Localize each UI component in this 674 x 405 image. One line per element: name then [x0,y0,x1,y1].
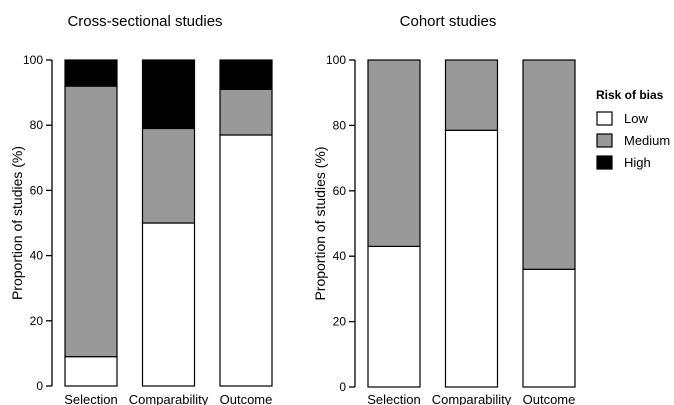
cross-sectional-panel: Cross-sectional studies Proportion of stu… [9,13,273,405]
bar-segment-medium [522,59,576,270]
legend-label: Low [624,111,648,126]
legend-label: Medium [624,133,670,148]
bar-segment-medium [367,59,421,247]
bar-segment-low [522,268,576,388]
bar-segment-low [141,222,196,387]
legend-swatch-medium [596,133,613,148]
x-category-label: Selection [367,392,420,405]
bar-segment-low [444,129,499,388]
bar-segment-high [219,59,273,90]
bar-segment-medium [141,127,196,224]
x-category-label: Comparability [129,392,209,405]
y-tick-label: 100 [326,53,346,67]
bar-segment-low [367,245,421,388]
x-category-label: Outcome [523,392,576,405]
legend-label: High [624,155,651,170]
y-tick-label: 40 [30,249,44,263]
y-tick-label: 0 [36,379,43,393]
y-tick-label: 80 [333,118,347,132]
chart-title: Cohort studies [400,13,497,30]
bar-segment-medium [64,85,118,358]
bar-segment-low [64,356,118,387]
x-category-label: Comparability [432,392,512,405]
bar-segment-low [219,134,273,387]
bar-segment-medium [219,88,273,136]
bar-segment-medium [444,59,499,131]
x-category-label: Selection [64,392,117,405]
y-tick-label: 60 [333,184,347,198]
legend-swatch-high [596,155,613,170]
cohort-panel: Cohort studies Proportion of studies (%) 0… [312,13,576,405]
y-axis-label: Proportion of studies (%) [9,146,25,300]
y-tick-label: 60 [30,183,44,197]
bar-segment-high [64,59,118,87]
y-tick-label: 0 [339,380,346,394]
y-tick-label: 20 [30,314,44,328]
chart-title: Cross-sectional studies [67,13,222,30]
x-category-label: Outcome [220,392,273,405]
y-tick-label: 40 [333,249,347,263]
legend-swatch-low [596,111,613,126]
y-axis-label: Proportion of studies (%) [312,146,328,300]
y-tick-label: 80 [30,118,44,132]
legend-title: Risk of bias [596,88,664,102]
bar-segment-high [141,59,196,130]
y-tick-label: 20 [333,315,347,329]
y-tick-label: 100 [23,53,43,67]
legend: Risk of bias Low Medium High [596,88,670,170]
